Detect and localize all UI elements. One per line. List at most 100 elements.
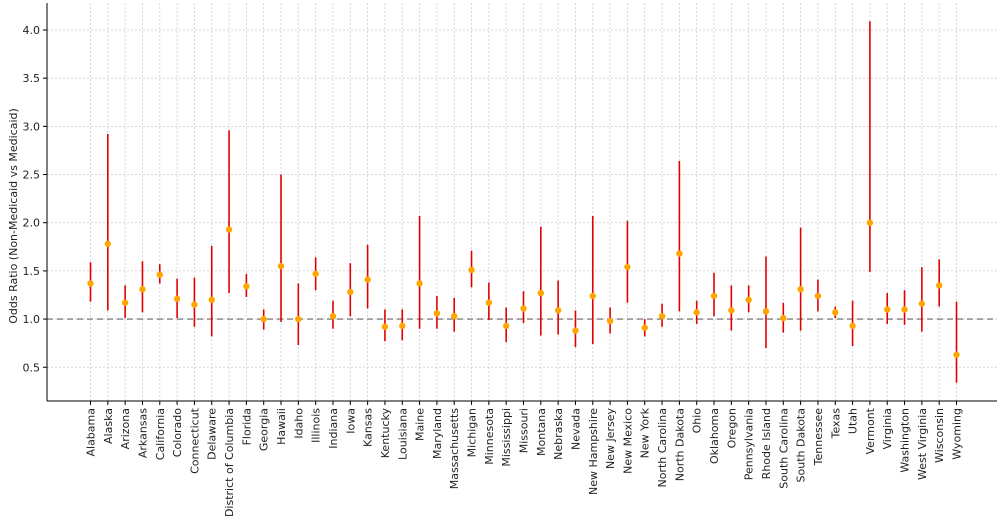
data-point xyxy=(745,296,752,304)
y-tick-label: 1.0 xyxy=(23,313,41,326)
x-tick-label: Illinois xyxy=(310,408,323,443)
data-point xyxy=(537,289,545,297)
data-point xyxy=(485,299,493,306)
data-point xyxy=(866,219,874,226)
data-point xyxy=(935,282,943,289)
data-point xyxy=(658,312,666,320)
x-tick-label: Nevada xyxy=(569,408,582,450)
data-point xyxy=(728,307,735,314)
data-point xyxy=(901,306,908,313)
axes xyxy=(43,3,997,405)
data-point xyxy=(693,309,700,316)
data-point xyxy=(121,299,129,306)
data-point xyxy=(676,250,683,257)
x-tick-label: Kentucky xyxy=(379,408,392,459)
data-point xyxy=(277,262,285,270)
x-tick-label: Nebraska xyxy=(552,408,565,460)
y-tick-label: 2.5 xyxy=(23,169,41,182)
x-tick-label: District of Columbia xyxy=(223,408,236,517)
x-tick-label: Montana xyxy=(535,408,548,456)
data-point xyxy=(520,305,527,312)
data-point xyxy=(624,263,631,271)
x-tick-label: Wyoming xyxy=(951,408,964,460)
x-tick-label: Idaho xyxy=(292,408,305,439)
x-tick-label: Pennsylvania xyxy=(743,408,756,480)
data-point xyxy=(295,315,302,323)
x-tick-label: Virginia xyxy=(881,408,894,449)
x-tick-label: Wisconsin xyxy=(933,408,946,463)
x-tick-label: Arizona xyxy=(119,408,132,449)
x-tick-label: Louisiana xyxy=(396,408,409,460)
data-point xyxy=(641,324,648,331)
data-point xyxy=(502,322,510,330)
data-point xyxy=(191,301,198,308)
data-point xyxy=(953,351,960,358)
data-point xyxy=(329,312,337,320)
x-tick-label: New Jersey xyxy=(604,408,617,470)
x-tick-label: Connecticut xyxy=(188,407,201,474)
x-tick-label: Washington xyxy=(899,408,912,473)
x-tick-label: Minnesota xyxy=(483,408,496,465)
data-point xyxy=(762,308,770,315)
x-tick-label: Utah xyxy=(847,408,860,434)
data-point xyxy=(606,317,614,325)
x-tick-label: Ohio xyxy=(691,408,704,434)
x-tick-label: Oregon xyxy=(725,408,738,448)
x-tick-label: Georgia xyxy=(258,408,271,451)
x-tick-label: Michigan xyxy=(466,408,479,457)
x-tick-label: Rhode Island xyxy=(760,408,773,479)
data-point xyxy=(347,288,354,296)
data-point xyxy=(710,292,718,300)
data-point xyxy=(433,310,441,317)
y-tick-label: 2.0 xyxy=(23,217,41,230)
x-tick-label: New Hampshire xyxy=(587,408,600,495)
data-point xyxy=(918,300,926,307)
x-tick-label: Massachusetts xyxy=(448,408,461,490)
x-tick-label: Colorado xyxy=(171,408,184,457)
y-tick-label: 3.0 xyxy=(23,120,41,133)
x-tick-label: South Carolina xyxy=(777,408,790,489)
data-point xyxy=(156,271,163,278)
x-tick-label: Texas xyxy=(829,408,842,440)
tick-labels: 0.5 1.0 1.5 2.0 2.5 3.0 3.5 4.0 Alabama Alaska Ari… xyxy=(23,24,964,517)
y-tick-label: 0.5 xyxy=(23,361,41,374)
x-tick-label: Delaware xyxy=(206,408,219,460)
data-point xyxy=(225,226,233,233)
data-point xyxy=(104,240,112,248)
x-tick-label: Indiana xyxy=(327,408,340,449)
x-tick-label: Mississippi xyxy=(500,408,513,467)
x-tick-label: Oklahoma xyxy=(708,408,721,464)
data-point xyxy=(780,314,787,322)
x-tick-label: Alabama xyxy=(85,408,98,457)
x-tick-label: Vermont xyxy=(864,407,877,454)
data-point xyxy=(451,312,458,320)
x-tick-label: Alaska xyxy=(102,408,115,444)
data-point xyxy=(139,286,146,293)
x-tick-label: Florida xyxy=(240,408,253,445)
data-point xyxy=(849,322,856,330)
x-tick-label: Iowa xyxy=(344,408,357,434)
error-bar-layer xyxy=(89,21,958,383)
point-layer xyxy=(87,219,960,358)
data-point xyxy=(208,296,215,304)
data-point xyxy=(381,323,389,330)
x-tick-label: Tennessee xyxy=(812,408,825,467)
data-point xyxy=(468,266,475,274)
data-point xyxy=(884,306,891,313)
y-tick-label: 4.0 xyxy=(23,24,41,37)
data-point xyxy=(572,327,579,334)
data-point xyxy=(814,292,822,300)
x-tick-label: Kansas xyxy=(362,408,375,447)
data-point xyxy=(312,270,319,277)
x-tick-label: New York xyxy=(639,407,652,458)
data-point xyxy=(832,309,839,316)
x-tick-label: Maryland xyxy=(431,408,444,459)
data-point xyxy=(173,295,181,303)
y-tick-label: 3.5 xyxy=(23,72,41,85)
x-tick-label: Hawaii xyxy=(275,408,288,445)
data-point xyxy=(364,276,371,283)
x-tick-label: California xyxy=(154,408,167,460)
data-point xyxy=(589,292,596,300)
data-point xyxy=(87,280,94,287)
